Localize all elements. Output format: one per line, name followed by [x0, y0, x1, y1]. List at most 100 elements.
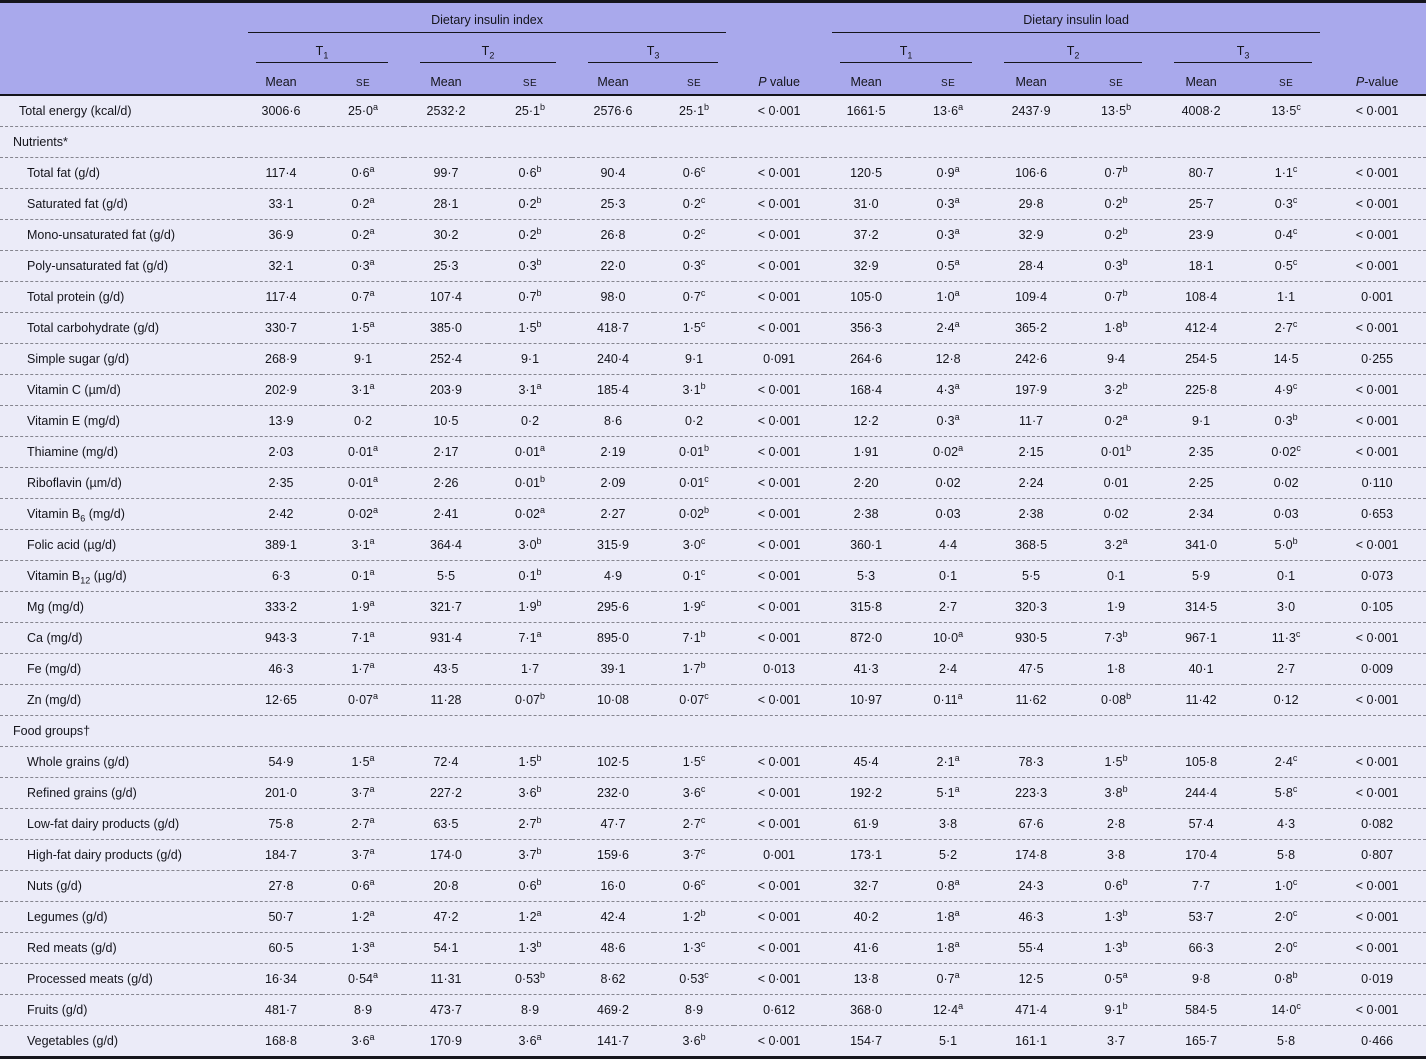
cell-se: 0·01b [654, 436, 735, 468]
cell-p-value: < 0·001 [1328, 188, 1426, 220]
cell-se: 9·1 [322, 343, 404, 375]
cell-se: 341·0 [1158, 529, 1245, 561]
cell-mean: 107·4 [404, 281, 488, 313]
cell-se: 223·3 [988, 777, 1075, 809]
table-row: Fe (mg/d) 46·3 1·7a 43·5 1·7 39·1 1·7b 0·013 41·… [0, 653, 1426, 685]
cell-p-value: < 0·001 [1328, 746, 1426, 778]
cell-p-value: < 0·001 [734, 188, 825, 220]
col-header-mean: Mean [265, 75, 297, 89]
cell-p-value: < 0·001 [1328, 901, 1426, 933]
cell-p-value: < 0·001 [734, 157, 825, 189]
cell-mean: 418·7 [572, 312, 654, 344]
cell-mean: 943·3 [240, 622, 322, 654]
cell-mean: 0·7a [908, 963, 989, 995]
row-label: Total energy (kcal/d) [0, 94, 240, 127]
cell-se: 264·6 [824, 343, 909, 375]
cell-mean: 0·9a [908, 157, 989, 189]
cell-mean: 46·3 [240, 653, 322, 685]
cell-p-value: < 0·001 [734, 281, 825, 313]
cell-mean: 30·2 [404, 219, 488, 251]
cell-p-value: < 0·001 [1328, 684, 1426, 716]
cell-mean: 102·5 [572, 746, 654, 778]
cell-p-value: 0·091 [734, 343, 825, 375]
cell-mean: 1·3b [1074, 901, 1159, 933]
cell-mean: 32·1 [240, 250, 322, 282]
col-header-mean: Mean [850, 75, 882, 89]
cell-se: 225·8 [1158, 374, 1245, 406]
cell-mean: 5·5 [404, 560, 488, 592]
cell-se: 9·1 [654, 343, 735, 375]
cell-se: 61·9 [824, 808, 909, 840]
col-header-se: SE [355, 78, 371, 89]
section-label: Food groups† [0, 715, 1426, 747]
table-row: Vitamin C (µm/d) 202·9 3·1a 203·9 3·1a 185·4 3… [0, 374, 1426, 406]
cell-se: 1·9c [654, 591, 735, 623]
cell-mean: 3006·6 [240, 94, 322, 127]
cell-p-value: < 0·001 [734, 467, 825, 499]
cell-p-value: 0·013 [734, 653, 825, 685]
row-label: Low-fat dairy products (g/d) [0, 808, 240, 840]
cell-mean: 48·6 [572, 932, 654, 964]
cell-se: 0·1c [654, 560, 735, 592]
cell-se: 168·4 [824, 374, 909, 406]
cell-se: 0·01b [488, 467, 572, 499]
table-row: Low-fat dairy products (g/d) 75·8 2·7a 63·5… [0, 808, 1426, 840]
table-row: Folic acid (µg/d) 389·1 3·1a 364·4 3·0b 315·9… [0, 529, 1426, 561]
cell-mean: 16·0 [572, 870, 654, 902]
cell-se: 197·9 [988, 374, 1075, 406]
cell-se: 23·9 [1158, 219, 1245, 251]
cell-se: 7·1b [654, 622, 735, 654]
cell-mean: 2·0c [1244, 932, 1329, 964]
col-header-se: SE [1109, 78, 1124, 89]
cell-se: 2·15 [988, 436, 1075, 468]
cell-p-value: 0·001 [1328, 281, 1426, 313]
cell-p-value: < 0·001 [1328, 870, 1426, 902]
cell-se: 0·3c [654, 250, 735, 282]
cell-mean: 50·7 [240, 901, 322, 933]
cell-se: 0·7b [488, 281, 572, 313]
row-label: Total carbohydrate (g/d) [0, 312, 240, 344]
cell-mean: 9·4 [1074, 343, 1159, 375]
cell-mean: 0·3b [1074, 250, 1159, 282]
cell-mean: 2·42 [240, 498, 322, 530]
cell-mean: 202·9 [240, 374, 322, 406]
tertile-t1-index: T1 [240, 33, 404, 63]
cell-mean: 227·2 [404, 777, 488, 809]
cell-mean: 5·1a [908, 777, 989, 809]
cell-mean: 3·8 [1074, 839, 1159, 871]
cell-se: 0·2a [322, 219, 404, 251]
cell-mean: 0·02a [908, 436, 989, 468]
cell-se: 320·3 [988, 591, 1075, 623]
cell-mean: 1·1 [1244, 281, 1329, 313]
cell-mean: 13·9 [240, 405, 322, 437]
cell-se: 967·1 [1158, 622, 1245, 654]
cell-se: 2·35 [1158, 436, 1245, 468]
row-label: Fe (mg/d) [0, 653, 240, 685]
cell-se: 41·3 [824, 653, 909, 685]
cell-se: 3·7a [322, 839, 404, 871]
cell-se: 0·7c [654, 281, 735, 313]
table-row: Riboflavin (µm/d) 2·35 0·01a 2·26 0·01b 2·09 0… [0, 467, 1426, 499]
row-label: Vitamin C (µm/d) [0, 374, 240, 406]
cell-se: 2·7b [488, 808, 572, 840]
cell-se: 930·5 [988, 622, 1075, 654]
cell-se: 1·5b [488, 746, 572, 778]
cell-se: 3·6a [518, 1031, 542, 1048]
cell-mean: 0·6b [1074, 870, 1159, 902]
cell-p-value: < 0·001 [734, 436, 825, 468]
cell-mean: 252·4 [404, 343, 488, 375]
header-spacer [1328, 33, 1426, 63]
cell-mean: 0·8a [908, 870, 989, 902]
section-row: Nutrients* [0, 126, 1426, 158]
cell-p-value: < 0·001 [1328, 777, 1426, 809]
cell-mean: 0·1 [1244, 560, 1329, 592]
cell-mean: 47·2 [404, 901, 488, 933]
cell-mean: 473·7 [404, 994, 488, 1026]
cell-se: 0·3a [322, 250, 404, 282]
row-label: Nuts (g/d) [0, 870, 240, 902]
cell-se: 25·1b [654, 94, 735, 127]
section-row: Food groups† [0, 715, 1426, 747]
row-label: Whole grains (g/d) [0, 746, 240, 778]
header-tertile-row: T1 T2 T3 T1 T2 T3 [0, 33, 1426, 63]
cell-se: 368·5 [988, 529, 1075, 561]
